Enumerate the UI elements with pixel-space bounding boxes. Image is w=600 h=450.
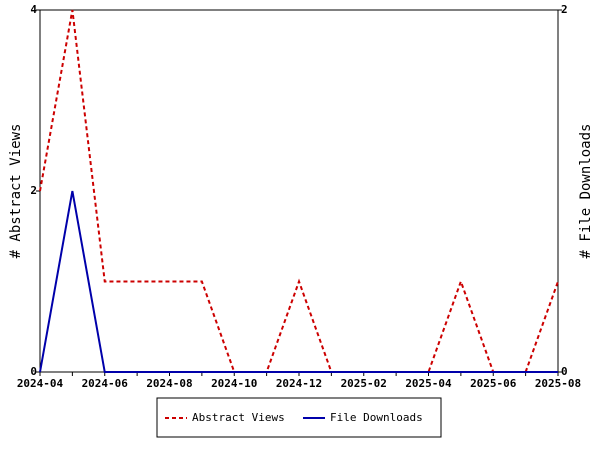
x-tick-label: 2024-08 bbox=[146, 377, 192, 390]
x-tick-label: 2025-04 bbox=[405, 377, 452, 390]
x-tick-label: 2025-06 bbox=[470, 377, 517, 390]
x-tick-label: 2024-04 bbox=[17, 377, 64, 390]
legend-label: File Downloads bbox=[330, 411, 423, 424]
x-tick-label: 2024-06 bbox=[82, 377, 129, 390]
y-tick-label: 2 bbox=[30, 184, 37, 197]
x-tick-label: 2025-08 bbox=[535, 377, 581, 390]
plot-frame bbox=[39, 9, 559, 373]
x-tick-label: 2025-02 bbox=[341, 377, 387, 390]
legend-box bbox=[156, 397, 442, 438]
series-line bbox=[39, 190, 558, 373]
y-axis-title: # Abstract Views bbox=[8, 124, 24, 259]
x-tick-label: 2024-10 bbox=[211, 377, 257, 390]
series-line bbox=[39, 9, 559, 373]
x-tick-label: 2024-12 bbox=[276, 377, 322, 390]
y2-axis-title: # File Downloads bbox=[578, 124, 594, 259]
y-tick-label: 4 bbox=[30, 3, 37, 16]
legend-label: Abstract Views bbox=[192, 411, 285, 424]
y2-tick-label: 2 bbox=[561, 3, 568, 16]
y-tick-label: 0 bbox=[30, 365, 37, 378]
y2-tick-label: 0 bbox=[561, 365, 568, 378]
